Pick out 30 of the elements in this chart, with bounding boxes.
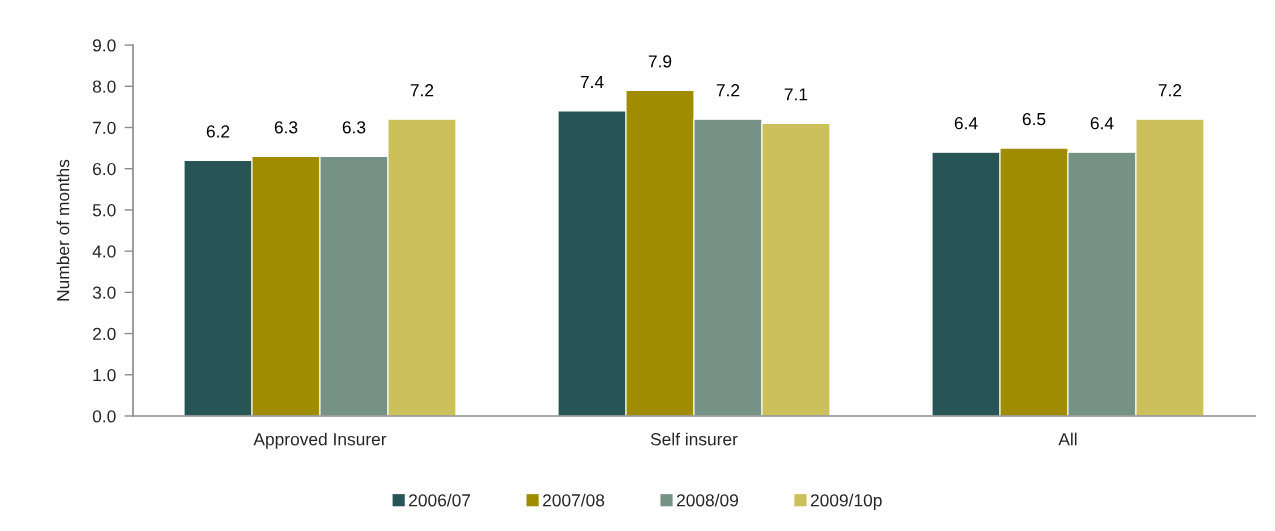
data-label: 7.1	[784, 88, 808, 101]
data-label: 6.4	[1090, 117, 1114, 130]
data-label: 6.4	[954, 117, 978, 130]
legend-label: 2006/07	[409, 493, 471, 507]
y-tick-label: 9.0	[93, 39, 116, 52]
data-label: 7.4	[580, 76, 604, 88]
y-tick-label: 5.0	[92, 204, 116, 217]
data-label: 7.2	[716, 84, 740, 97]
legend-label: 2009/10p	[810, 493, 882, 510]
x-tick-label: Approved Insurer	[253, 432, 387, 449]
y-axis-title: Number of months	[56, 159, 70, 301]
data-label: 6.5	[1022, 112, 1046, 126]
y-tick-label: 6.0	[93, 162, 116, 176]
data-label: 6.3	[342, 121, 366, 134]
data-label: 7.2	[410, 84, 434, 97]
data-label: 6.2	[206, 125, 230, 138]
legend-label: 2007/08	[543, 493, 605, 507]
y-tick-label: 8.0	[92, 80, 116, 93]
data-label: 7.9	[648, 55, 672, 68]
y-tick-label: 0.0	[92, 410, 116, 423]
x-tick-label: Self insurer	[650, 432, 738, 446]
data-label: 7.2	[1158, 84, 1182, 97]
y-tick-label: 1.0	[93, 368, 116, 382]
y-tick-label: 3.0	[92, 286, 116, 299]
y-tick-label: 2.0	[93, 327, 116, 341]
data-label: 6.3	[274, 121, 298, 134]
y-tick-label: 4.0	[92, 245, 116, 258]
legend-label: 2008/09	[676, 493, 739, 507]
x-tick-label: All	[1058, 432, 1077, 446]
y-tick-label: 7.0	[93, 121, 116, 134]
